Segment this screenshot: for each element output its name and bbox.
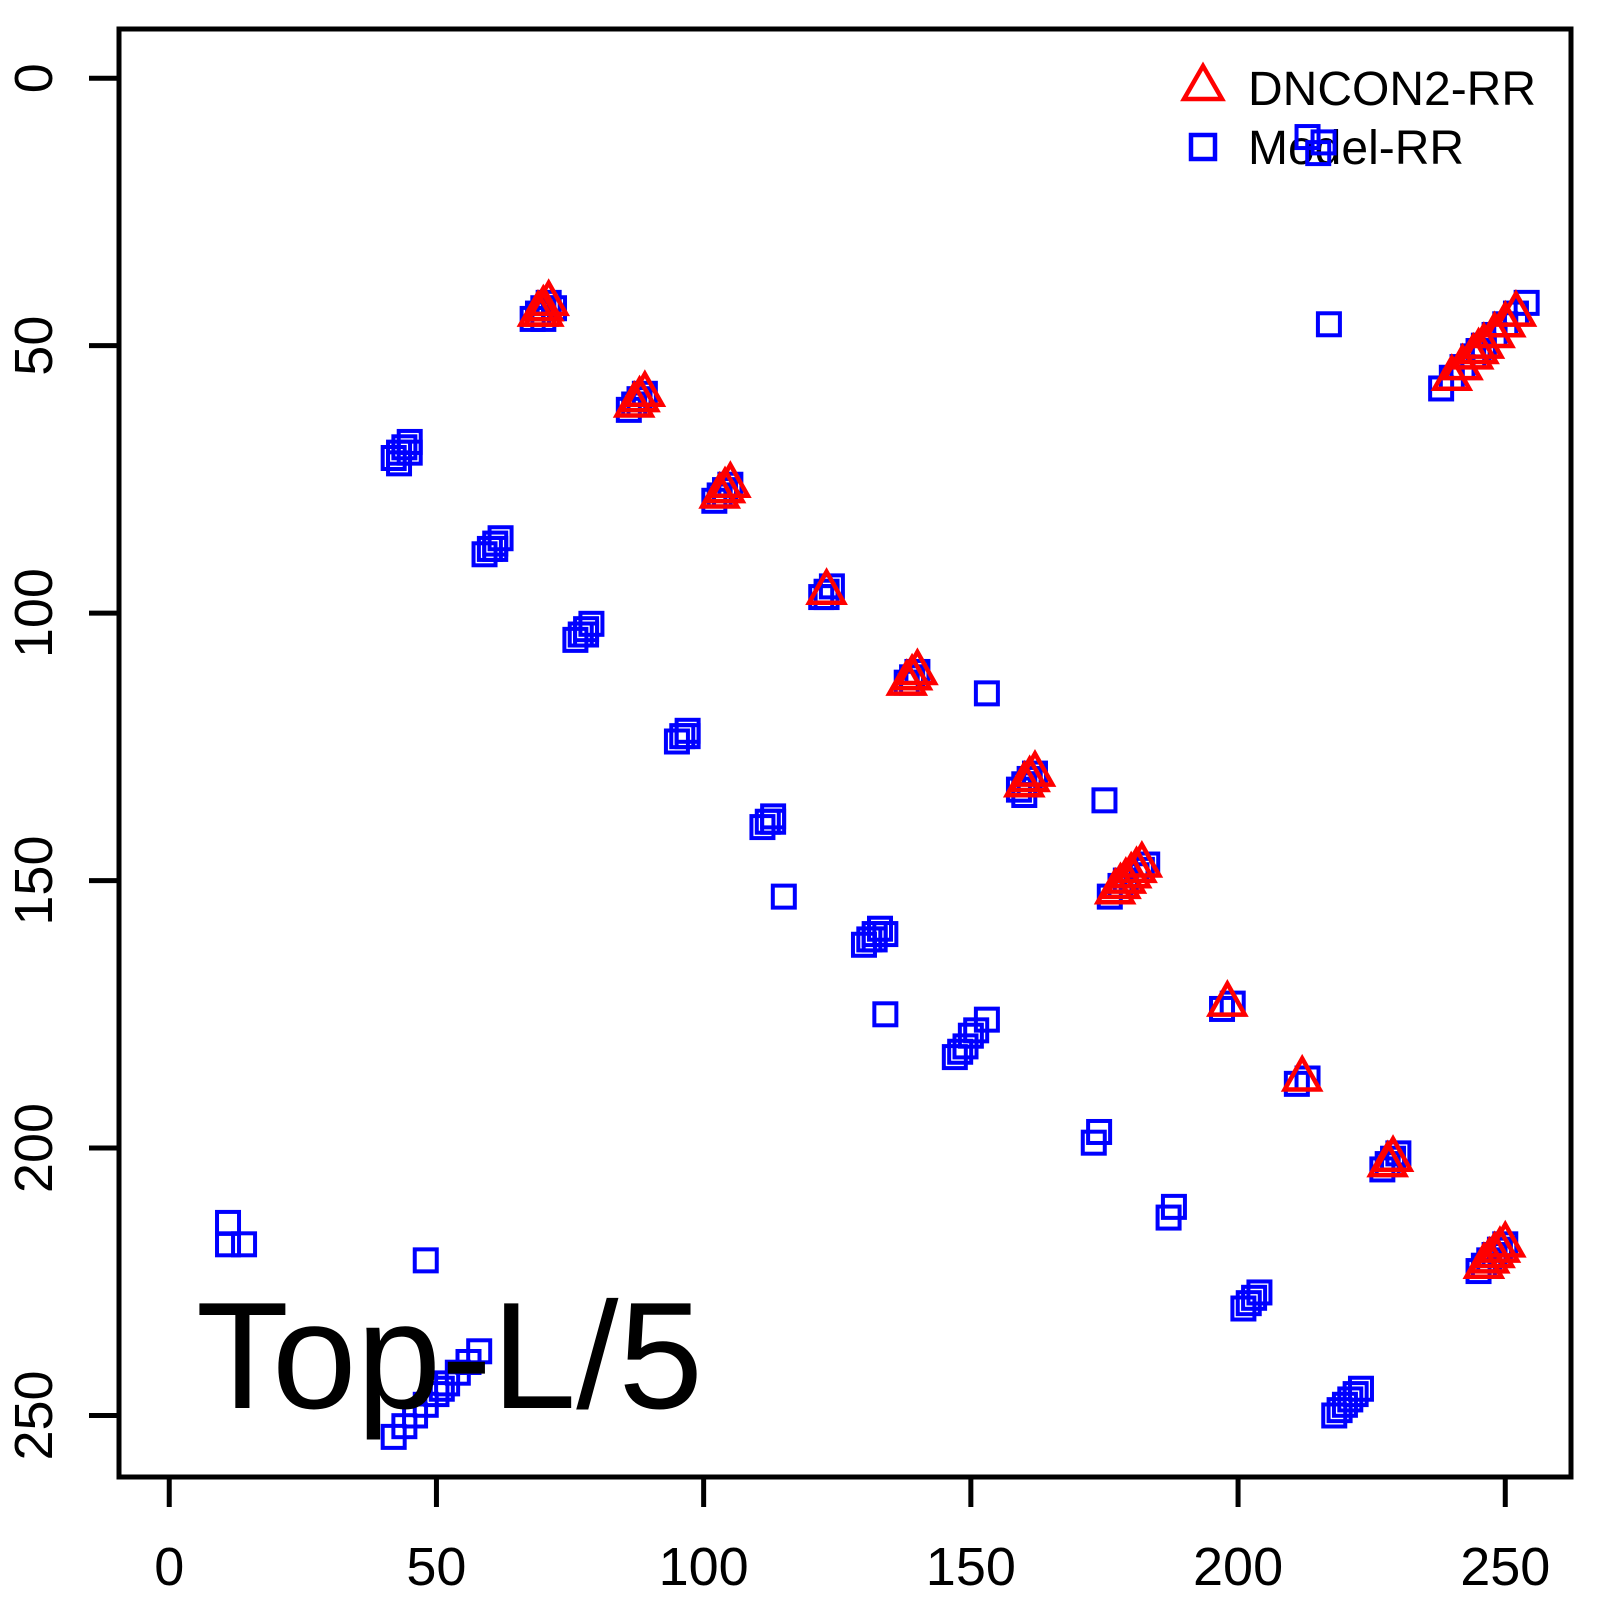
dncon2-rr-points-layer bbox=[516, 278, 1538, 1279]
model-rr-point bbox=[872, 921, 899, 948]
dncon2-rr-point bbox=[805, 567, 848, 605]
model-rr-point bbox=[1230, 1295, 1257, 1322]
model-rr-point bbox=[973, 680, 1000, 707]
plot-box bbox=[116, 26, 1574, 1480]
y-axis-tick-label: 100 bbox=[4, 568, 64, 658]
y-axis-tick-label: 150 bbox=[4, 836, 64, 926]
legend: DNCON2-RR Model-RR bbox=[1180, 61, 1536, 175]
x-axis-tick-label: 150 bbox=[926, 1537, 1016, 1597]
legend-model-square-icon bbox=[1188, 132, 1218, 162]
legend-dncon2-triangle-icon bbox=[1180, 61, 1226, 102]
model-rr-point bbox=[1155, 1204, 1182, 1231]
x-axis-tick-label: 50 bbox=[406, 1537, 466, 1597]
x-axis-tick-label: 250 bbox=[1460, 1537, 1550, 1597]
model-rr-point bbox=[941, 1044, 968, 1071]
y-axis-tick-label: 250 bbox=[4, 1370, 64, 1460]
model-rr-point bbox=[231, 1231, 258, 1258]
model-rr-point bbox=[1326, 1397, 1353, 1424]
model-rr-points-layer bbox=[215, 124, 1540, 1450]
legend-label-dncon2-rr: DNCON2-RR bbox=[1248, 63, 1536, 116]
y-axis-tick-label: 0 bbox=[4, 63, 64, 93]
dncon2-rr-point bbox=[896, 647, 939, 686]
model-rr-point bbox=[947, 1038, 974, 1065]
dncon2-rr-point bbox=[1120, 839, 1164, 878]
x-axis-tick-label: 100 bbox=[659, 1537, 749, 1597]
annotation-top-l5: Top-L/5 bbox=[196, 1271, 703, 1441]
y-axis-tick-label: 200 bbox=[4, 1103, 64, 1193]
dncon2-rr-point bbox=[1206, 979, 1249, 1017]
model-rr-point bbox=[760, 808, 787, 835]
axes-layer: 0 50 100 150 200 250 0 50 100 150 200 250 bbox=[4, 26, 1574, 1597]
model-rr-point bbox=[380, 444, 407, 471]
legend-label-model-rr: Model-RR bbox=[1248, 122, 1464, 175]
dncon2-rr-point bbox=[1462, 321, 1506, 359]
model-rr-point bbox=[428, 1375, 455, 1402]
dncon2-rr-point bbox=[1430, 353, 1474, 392]
dncon2-rr-point bbox=[1483, 299, 1527, 338]
dncon2-rr-point bbox=[1013, 749, 1057, 787]
dncon2-rr-point bbox=[1473, 310, 1516, 349]
model-rr-point bbox=[412, 1247, 439, 1274]
model-rr-point bbox=[482, 535, 509, 562]
model-rr-point bbox=[813, 584, 840, 611]
model-rr-point bbox=[386, 450, 413, 477]
model-rr-point bbox=[674, 723, 701, 750]
x-axis-tick-label: 0 bbox=[154, 1537, 184, 1597]
dncon2-rr-point bbox=[623, 369, 667, 408]
dncon2-rr-point bbox=[1483, 1219, 1527, 1258]
model-rr-point bbox=[770, 883, 797, 910]
dncon2-rr-point bbox=[709, 460, 752, 498]
model-rr-point bbox=[1315, 311, 1342, 338]
model-rr-point bbox=[1321, 1402, 1348, 1429]
dncon2-rr-point bbox=[521, 288, 565, 327]
model-rr-point bbox=[669, 723, 696, 750]
model-rr-point bbox=[1305, 140, 1332, 167]
x-axis-tick-label: 200 bbox=[1193, 1537, 1283, 1597]
model-rr-point bbox=[1080, 1129, 1107, 1156]
model-rr-point bbox=[754, 808, 781, 835]
dncon2-rr-point bbox=[1494, 288, 1538, 327]
model-rr-point bbox=[215, 1231, 242, 1258]
model-rr-point bbox=[1235, 1290, 1262, 1317]
model-rr-point bbox=[380, 1423, 407, 1450]
dncon2-rr-point bbox=[1280, 1053, 1324, 1092]
y-axis-tick-label: 50 bbox=[4, 316, 64, 376]
model-rr-point bbox=[215, 1209, 242, 1236]
dncon2-rr-point bbox=[1371, 1134, 1415, 1172]
model-rr-point bbox=[872, 1001, 899, 1028]
model-rr-point bbox=[1091, 787, 1118, 814]
model-rr-point bbox=[573, 621, 600, 648]
